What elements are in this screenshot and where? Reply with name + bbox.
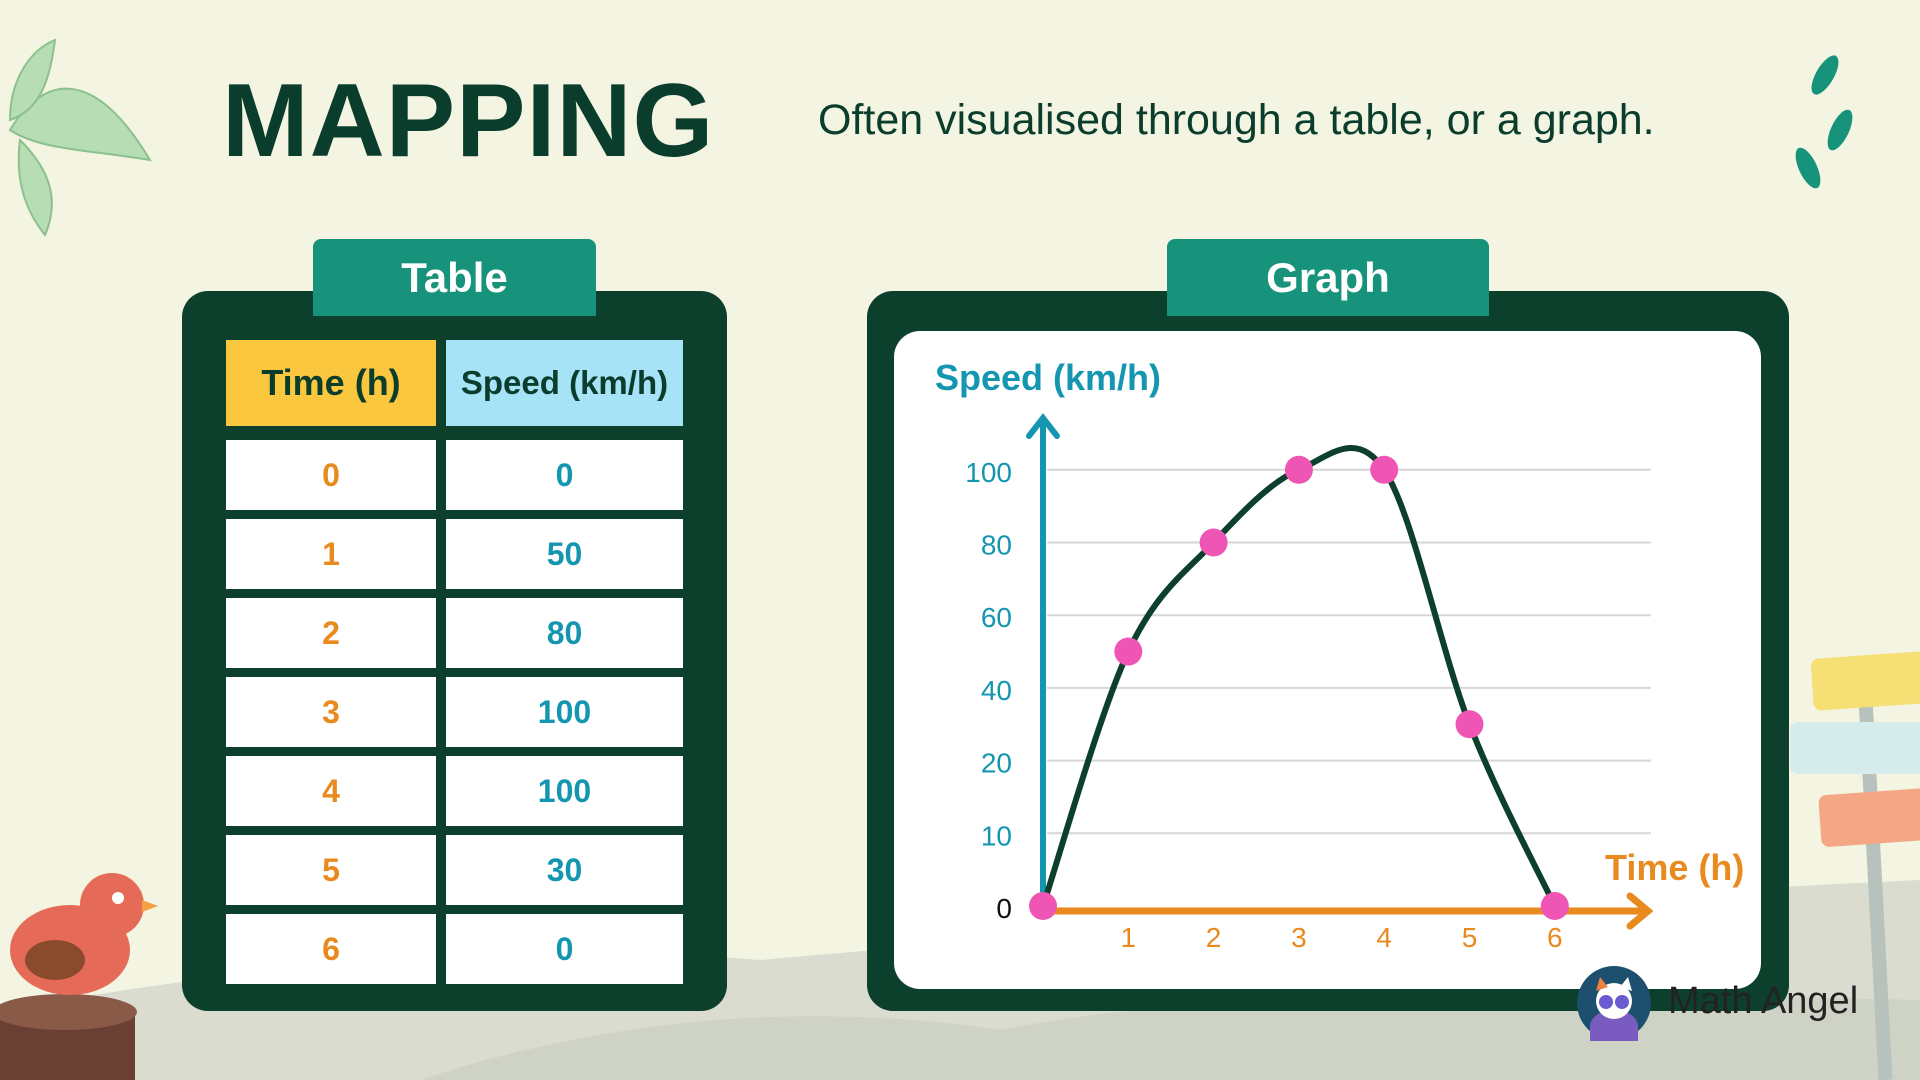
graph-area: [894, 331, 1761, 989]
table-cell-speed: 30: [446, 835, 683, 905]
y-tick-label: 40: [981, 675, 1012, 706]
x-tick-label: 1: [1121, 922, 1137, 953]
x-axis-label: Time (h): [1605, 847, 1744, 888]
x-axis-arrow-icon: [1626, 892, 1654, 930]
speed-curve: [1040, 445, 1558, 908]
y-tick-label: 80: [981, 530, 1012, 561]
table-cell-speed: 100: [446, 756, 683, 826]
page-title: MAPPING: [222, 63, 715, 179]
y-axis-label: Speed (km/h): [935, 357, 1161, 398]
x-tick-label: 6: [1547, 922, 1563, 953]
table-cell-time: 4: [226, 756, 436, 826]
table-cell-speed: 50: [446, 519, 683, 589]
page-subtitle: Often visualised through a table, or a g…: [818, 96, 1655, 144]
table-tab: Table: [313, 239, 596, 316]
data-point: [1370, 455, 1399, 484]
signpost-decoration: [1790, 651, 1920, 1080]
column-header-speed: Speed (km/h): [446, 340, 683, 426]
data-point: [1284, 455, 1313, 484]
y-tick-label: 0: [996, 893, 1012, 924]
data-point: [1029, 892, 1057, 920]
data-point: [1455, 710, 1484, 739]
table-cell-time: 0: [226, 440, 436, 510]
y-axis-arrow-icon: [1026, 413, 1060, 439]
brand-name: Math Angel: [1668, 980, 1859, 1022]
data-point: [1540, 892, 1569, 920]
table-cell-time: 2: [226, 598, 436, 668]
y-tick-label: 20: [981, 748, 1012, 779]
table-cell-speed: 0: [446, 914, 683, 984]
table-cell-speed: 100: [446, 677, 683, 747]
y-tick-label: 60: [981, 602, 1012, 633]
y-tick-label: 100: [965, 457, 1012, 488]
x-tick-label: 3: [1291, 922, 1307, 953]
graph-tab: Graph: [1167, 239, 1489, 316]
column-header-time: Time (h): [226, 340, 436, 426]
data-point: [1114, 637, 1143, 666]
x-tick-label: 2: [1206, 922, 1222, 953]
table-cell-speed: 0: [446, 440, 683, 510]
table-cell-time: 6: [226, 914, 436, 984]
hill-shape-front: [420, 994, 1920, 1080]
leaf-decoration-left: [8, 38, 152, 237]
table-cell-speed: 80: [446, 598, 683, 668]
x-tick-label: 4: [1376, 922, 1392, 953]
bird-decoration: [0, 873, 158, 1080]
math-angel-logo: [1577, 966, 1651, 1041]
y-tick-label: 10: [981, 820, 1012, 851]
data-point: [1199, 528, 1228, 557]
table-cell-time: 5: [226, 835, 436, 905]
leaf-decoration-right: [1795, 55, 1853, 189]
table-cell-time: 1: [226, 519, 436, 589]
x-tick-label: 5: [1462, 922, 1478, 953]
table-cell-time: 3: [226, 677, 436, 747]
